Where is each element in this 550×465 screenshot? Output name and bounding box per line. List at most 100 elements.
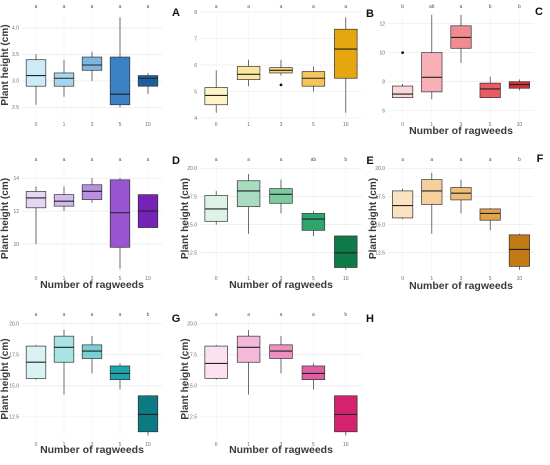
x-tick-label: 3 — [460, 276, 463, 282]
y-tick-label: 12 — [379, 21, 385, 27]
box-0 — [25, 190, 47, 209]
y-tick-label: 10 — [13, 242, 19, 248]
y-tick-label: 3.5 — [12, 52, 19, 58]
box-10 — [508, 234, 530, 267]
box-3 — [81, 184, 103, 200]
x-tick-label: 3 — [91, 276, 94, 282]
box-10 — [137, 395, 159, 433]
significance-letter: a — [63, 4, 66, 10]
x-tick-label: 3 — [91, 122, 94, 128]
box-10 — [334, 28, 358, 79]
y-tick-label: 17.5 — [187, 353, 197, 359]
box-0 — [392, 85, 414, 99]
x-tick-label: 0 — [35, 122, 38, 128]
x-tick-label: 1 — [247, 122, 250, 128]
significance-letter: a — [91, 312, 94, 318]
chart-panel-c: 6 8 10 12 b 0 ab 1 a 3 b 5 b 10 Number of ragweeds C — [379, 4, 543, 137]
x-axis-title: Number of ragweeds — [40, 279, 144, 291]
box-10 — [334, 395, 358, 433]
significance-letter: a — [401, 157, 404, 163]
significance-letter: b — [344, 157, 347, 163]
y-tick-label: 6 — [382, 109, 385, 115]
significance-letter: b — [344, 312, 347, 318]
y-tick-label: 15.0 — [187, 222, 197, 228]
significance-letter: ab — [311, 157, 317, 163]
x-tick-label: 3 — [280, 442, 283, 448]
x-axis-title: Number of ragweeds — [40, 444, 144, 456]
y-tick-label: 8 — [382, 79, 385, 85]
significance-letter: a — [460, 157, 463, 163]
y-tick-label: 2.5 — [12, 105, 19, 111]
x-tick-label: 5 — [489, 276, 492, 282]
significance-letter: a — [247, 4, 250, 10]
x-tick-label: 10 — [517, 276, 523, 282]
box-0 — [392, 190, 414, 219]
y-tick-label: 12.5 — [9, 415, 19, 421]
x-tick-label: 10 — [343, 442, 349, 448]
significance-letter: a — [63, 312, 66, 318]
box-1 — [236, 180, 261, 208]
box-0 — [204, 195, 228, 222]
y-tick-label: 20.0 — [375, 166, 385, 172]
box-1 — [236, 65, 261, 80]
significance-letter: a — [91, 157, 94, 163]
y-tick-label: 12.5 — [187, 251, 197, 257]
significance-letter: a — [119, 4, 122, 10]
significance-letter: a — [215, 312, 218, 318]
y-tick-label: 17.5 — [9, 353, 19, 359]
x-tick-label: 5 — [119, 276, 122, 282]
x-tick-label: 0 — [215, 122, 218, 128]
outlier-point — [401, 51, 404, 55]
panel-label: A — [172, 7, 180, 19]
box-1 — [236, 335, 261, 363]
significance-letter: a — [312, 4, 315, 10]
y-tick-label: 10 — [379, 50, 385, 56]
significance-letter: a — [63, 157, 66, 163]
significance-letter: a — [119, 157, 122, 163]
significance-letter: ab — [429, 4, 435, 10]
significance-letter: a — [35, 312, 38, 318]
box-3 — [450, 187, 472, 201]
x-tick-label: 5 — [312, 276, 315, 282]
x-tick-label: 10 — [145, 276, 151, 282]
box-0 — [204, 345, 228, 379]
significance-letter: a — [280, 4, 283, 10]
y-axis-title: Plant height (cm) — [368, 178, 379, 259]
panel-label: G — [172, 313, 181, 325]
y-axis-title: Plant height (cm) — [180, 338, 191, 419]
significance-letter: a — [91, 4, 94, 10]
y-tick-label: 17.5 — [375, 194, 385, 200]
x-tick-label: 1 — [247, 276, 250, 282]
box-1 — [53, 72, 75, 87]
y-tick-label: 6 — [194, 63, 197, 69]
box-5 — [301, 365, 326, 380]
x-tick-label: 0 — [401, 276, 404, 282]
significance-letter: a — [280, 312, 283, 318]
x-tick-label: 10 — [145, 442, 151, 448]
x-tick-label: 10 — [145, 122, 151, 128]
significance-letter: a — [119, 312, 122, 318]
chart-panel-h: 12.5 15.0 17.5 20.0 a 0 a 1 a 3 a 5 b 10 Number of rag… — [180, 312, 374, 456]
chart-panel-a: 2.5 3.0 3.5 4.0 a 0 a 1 a 3 a 5 a 10 Plant height (cm)… — [0, 4, 180, 128]
significance-letter: a — [312, 312, 315, 318]
x-tick-label: 1 — [247, 442, 250, 448]
y-axis-title: Plant height (cm) — [180, 178, 191, 259]
x-tick-label: 1 — [430, 122, 433, 128]
x-tick-label: 0 — [401, 122, 404, 128]
y-tick-label: 5 — [194, 89, 197, 95]
significance-letter: b — [147, 312, 150, 318]
box-1 — [53, 335, 75, 363]
box-10 — [137, 75, 159, 87]
y-tick-label: 15.0 — [187, 384, 197, 390]
significance-letter: a — [147, 157, 150, 163]
x-tick-label: 1 — [63, 276, 66, 282]
y-tick-label: 4.0 — [12, 26, 19, 32]
significance-letter: b — [518, 4, 521, 10]
box-5 — [301, 71, 326, 87]
significance-letter: a — [247, 157, 250, 163]
y-tick-label: 20.0 — [9, 322, 19, 328]
x-tick-label: 10 — [343, 276, 349, 282]
y-tick-label: 15.0 — [375, 222, 385, 228]
y-axis-title: Plant height (cm) — [0, 338, 11, 419]
